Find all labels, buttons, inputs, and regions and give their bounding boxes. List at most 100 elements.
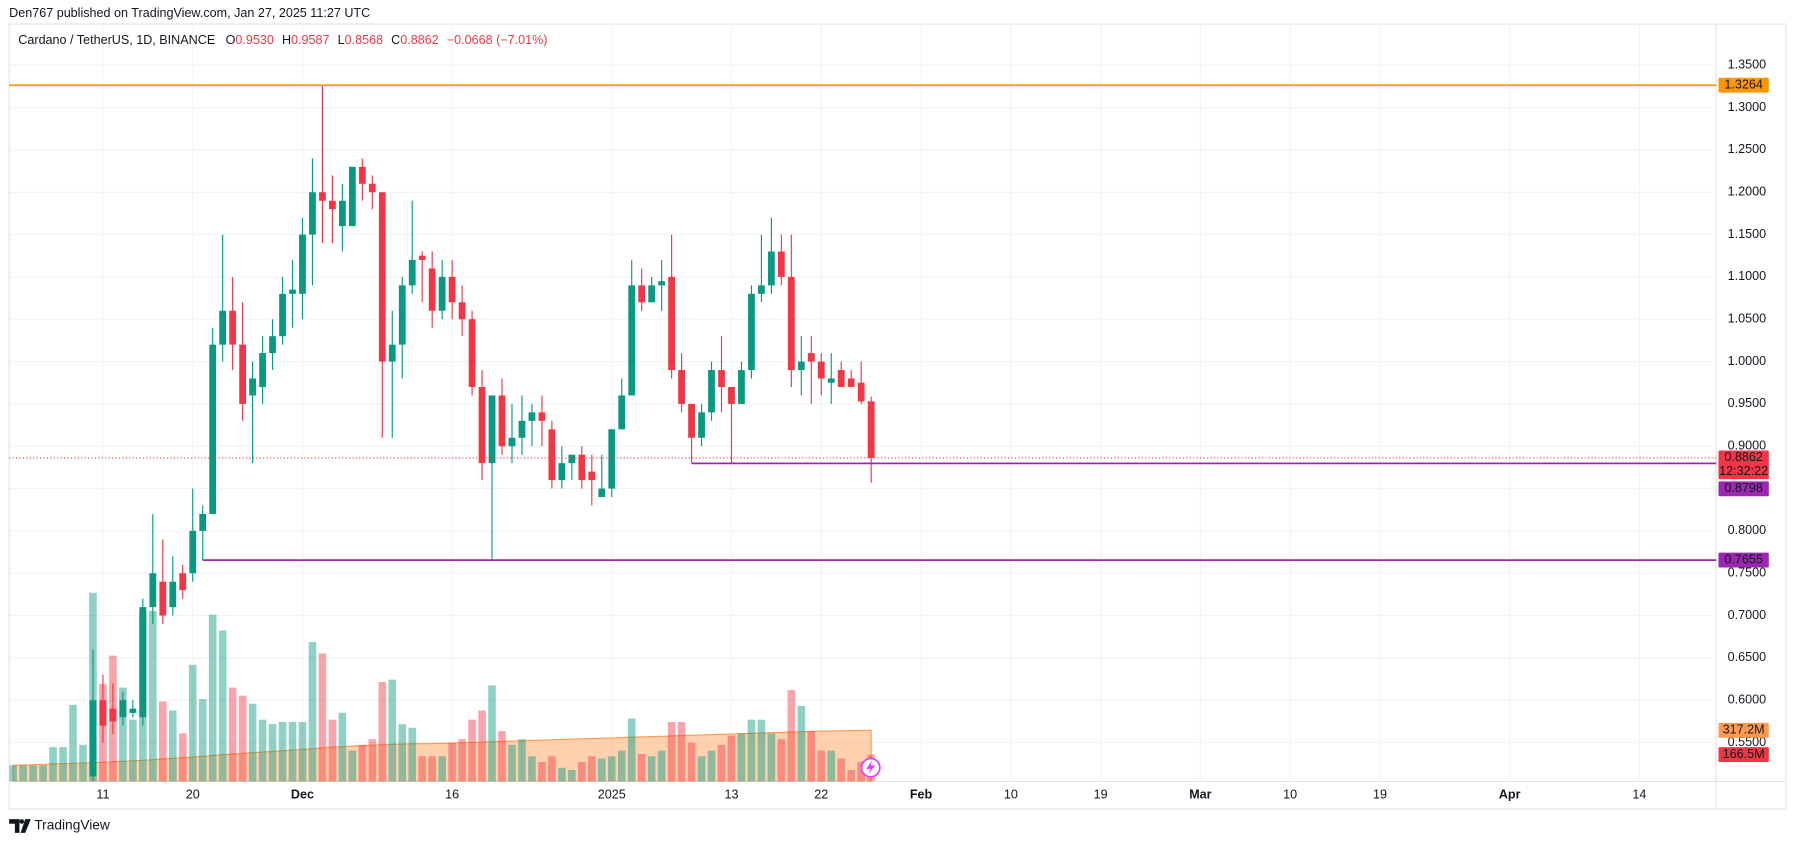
logo-mark <box>9 819 31 833</box>
y-tick-label: 1.0500 <box>1728 312 1766 326</box>
volume-bar <box>198 699 207 782</box>
x-tick-label: 11 <box>96 787 109 801</box>
x-tick-label: Mar <box>1189 787 1211 801</box>
volume-bar <box>787 689 796 782</box>
footer-logo: TradingView <box>9 818 110 833</box>
candle-body <box>787 276 795 371</box>
volume-bar <box>777 739 786 782</box>
volume-bar <box>448 742 456 782</box>
volume-bar <box>857 761 865 782</box>
volume-bar <box>168 710 177 782</box>
volume-bar <box>518 739 526 782</box>
candle-body <box>89 700 97 777</box>
candle-body <box>239 344 247 404</box>
volume-bar <box>159 701 167 782</box>
countdown-label: 12:32:22 <box>1719 464 1768 478</box>
volume-bar <box>218 630 227 782</box>
y-tick-label: 1.3500 <box>1728 58 1766 72</box>
volume-bar <box>19 765 27 782</box>
candle-body <box>408 259 416 286</box>
volume-bar <box>149 610 157 782</box>
candle-body <box>358 166 366 184</box>
volume-bar <box>59 747 67 782</box>
volume-bar <box>847 769 855 782</box>
candle-body <box>688 403 695 438</box>
candle-body <box>568 454 576 464</box>
candle-body <box>189 530 197 574</box>
level-label: 0.7655 <box>1724 552 1762 566</box>
candle-body <box>478 386 486 464</box>
candle-body <box>139 607 147 718</box>
candle-body <box>658 281 666 286</box>
publish-header: Den767 published on TradingView.com, Jan… <box>9 6 370 20</box>
volume-label: 166.5M <box>1723 747 1765 761</box>
volume-bar <box>488 685 496 782</box>
footer-brand: TradingView <box>34 818 110 833</box>
candle-body <box>678 370 685 404</box>
volume-ma-tag <box>1718 722 1769 738</box>
candle-body <box>438 276 446 311</box>
candle-body <box>348 166 356 227</box>
candle-body <box>847 378 855 387</box>
volume-bar <box>657 750 666 782</box>
volume-bar <box>498 731 506 782</box>
candle-body <box>518 420 526 438</box>
volume-bar <box>548 756 556 782</box>
volume-bar <box>797 705 806 782</box>
volume-bar <box>767 733 776 782</box>
legend-letter: H <box>282 34 291 48</box>
candle-body <box>319 192 326 201</box>
candle-body <box>368 183 376 193</box>
level-tag <box>1718 481 1769 497</box>
x-tick-label: Feb <box>910 787 933 801</box>
candle-body <box>209 344 217 514</box>
legend-letter: L <box>338 34 345 48</box>
x-tick-label: 16 <box>445 787 459 801</box>
candle-body <box>857 382 865 402</box>
volume-bar <box>248 703 257 782</box>
chart-frame <box>8 23 1787 810</box>
candle-body <box>169 581 177 608</box>
volume-ma-area <box>12 729 872 782</box>
volume-bar <box>677 721 686 782</box>
candle-body <box>708 370 715 413</box>
legend-letter: O <box>226 34 236 48</box>
x-tick-label: 13 <box>724 787 738 801</box>
volume-bar <box>817 750 826 782</box>
x-tick-label: Dec <box>291 787 314 801</box>
volume-bar <box>29 765 37 782</box>
volume-bar <box>508 744 516 782</box>
y-tick-label: 0.6000 <box>1728 693 1766 707</box>
volume-bar <box>288 721 297 782</box>
level-tag <box>1718 552 1769 568</box>
y-tick-label: 0.8000 <box>1728 523 1766 537</box>
candle-body <box>129 708 137 713</box>
volume-bar <box>647 756 656 782</box>
candle-body <box>548 429 556 481</box>
level-layer <box>9 84 1717 561</box>
candle-body <box>528 412 536 421</box>
candle-body <box>428 268 436 311</box>
x-tick-label: 14 <box>1632 787 1646 801</box>
legend: Cardano / TetherUS, 1D, BINANCE O0.9530 … <box>18 34 547 48</box>
y-tick-label: 1.1000 <box>1728 269 1766 283</box>
x-tick-label: 10 <box>1004 787 1018 801</box>
volume-bar <box>268 724 277 782</box>
volume-bar <box>837 758 846 782</box>
candle-body <box>578 454 586 481</box>
volume-bar <box>597 758 606 782</box>
volume-bar <box>238 695 247 782</box>
y-tick-label: 1.2000 <box>1728 185 1766 199</box>
candle-body <box>538 412 546 421</box>
volume-bar <box>757 719 766 782</box>
volume-tag <box>1718 747 1769 763</box>
last-price-label: 0.8862 <box>1724 450 1762 464</box>
volume-bar <box>588 756 596 782</box>
candle-body <box>867 401 875 458</box>
candle-body <box>758 285 765 294</box>
candle-body <box>398 285 406 345</box>
volume-bar <box>368 739 377 782</box>
y-tick-label: 0.7000 <box>1728 608 1766 622</box>
candle-body <box>738 370 745 404</box>
candle-body <box>418 255 426 260</box>
